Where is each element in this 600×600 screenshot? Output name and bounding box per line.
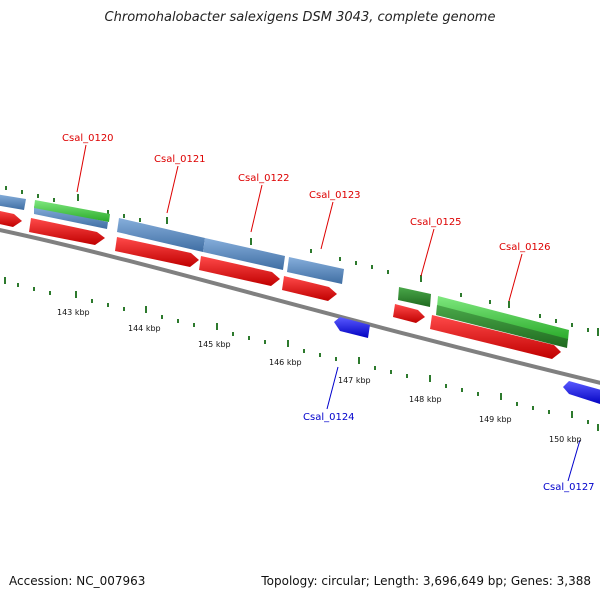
gene-block[interactable] [398,287,431,307]
map-title: Chromohalobacter salexigens DSM 3043, co… [104,10,496,25]
gene-label[interactable]: Csal_0121 [154,154,206,165]
gene-block[interactable] [437,296,569,340]
cds-arrow[interactable] [0,210,22,227]
scale-label: 150 kbp [549,435,582,444]
genome-backbone [0,228,600,385]
accession-label: Accession: NC_007963 [9,574,146,588]
scale-label: 144 kbp [128,324,161,333]
feature-track-red [0,210,561,359]
feature-track-green [34,200,569,348]
genome-summary: Topology: circular; Length: 3,696,649 bp… [261,574,591,588]
scale-label: 146 kbp [269,358,302,367]
gene-label[interactable]: Csal_0127 [543,482,595,493]
gene-label[interactable]: Csal_0126 [499,242,551,253]
gene-label[interactable]: Csal_0124 [303,412,355,423]
gene-block[interactable] [117,218,205,252]
gene-label[interactable]: Csal_0122 [238,173,290,184]
cds-arrow[interactable] [393,304,425,323]
scale-label: 148 kbp [409,395,442,404]
scale-label: 143 kbp [57,308,90,317]
feature-track-reverse [334,317,600,405]
outer-tick-row [5,186,599,336]
gene-block[interactable] [0,194,26,210]
gene-label[interactable]: Csal_0123 [309,190,361,201]
inner-tick-row [4,277,599,431]
cds-arrow[interactable] [430,315,561,359]
gene-label[interactable]: Csal_0125 [410,217,462,228]
scale-label: 147 kbp [338,376,371,385]
gene-block-reverse[interactable] [563,381,600,405]
gene-block[interactable] [436,305,568,348]
cds-arrow[interactable] [282,276,337,301]
label-leaders [76,144,581,482]
feature-track-blue [0,194,344,284]
cds-arrow[interactable] [199,256,280,286]
gene-block-reverse[interactable] [334,317,370,338]
scale-label: 145 kbp [198,340,231,349]
gene-label[interactable]: Csal_0120 [62,133,114,144]
gene-block[interactable] [203,238,285,270]
cds-arrow[interactable] [115,237,199,267]
gene-block[interactable] [287,257,344,284]
gene-labels: Csal_0120 Csal_0121 Csal_0122 Csal_0123 … [62,133,595,493]
scale-label: 149 kbp [479,415,512,424]
scale-labels: 143 kbp 144 kbp 145 kbp 146 kbp 147 kbp … [57,308,582,444]
gene-block[interactable] [34,206,108,229]
cds-arrow[interactable] [29,218,105,245]
gene-block[interactable] [34,200,110,222]
